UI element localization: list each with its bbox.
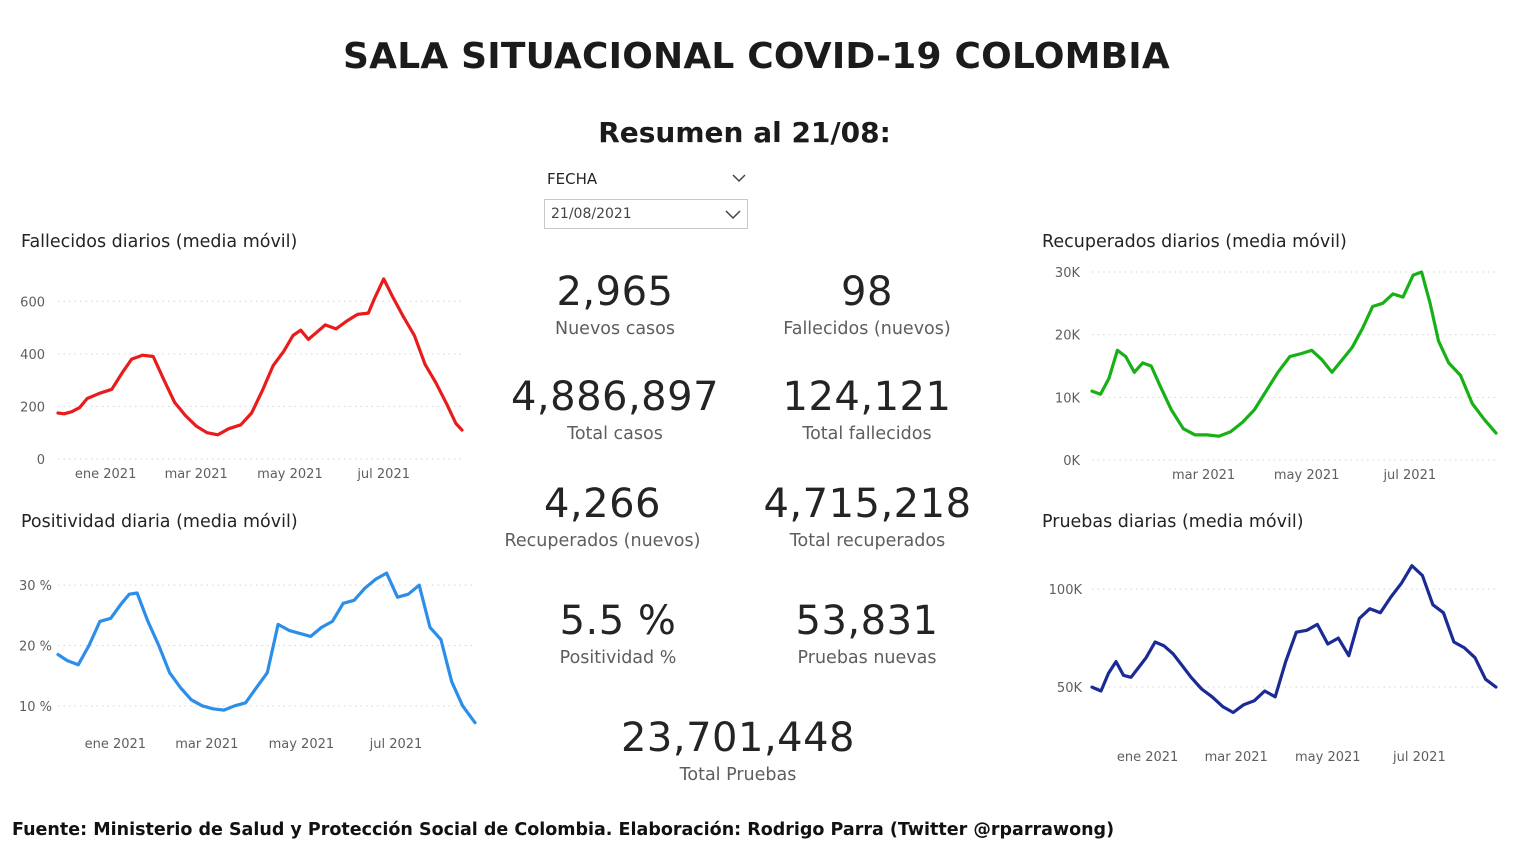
kpi-value: 23,701,448 [620,715,856,761]
y-tick-label: 600 [20,295,45,310]
kpi-value: 4,715,218 [763,481,972,527]
page-title: SALA SITUACIONAL COVID-19 COLOMBIA [343,36,1170,77]
kpi-recuperados-nuevos: 4,266 Recuperados (nuevos) [480,480,725,552]
kpi-total-recuperados: 4,715,218 Total recuperados [735,480,1000,552]
chart-recuperados[interactable]: 0K 10K 20K 30K mar 2021 may 2021 jul 2021 [1030,255,1513,490]
y-tick-label: 0 [37,453,45,468]
chart-title-pruebas: Pruebas diarias (media móvil) [1042,512,1304,532]
kpi-label: Total Pruebas [679,765,797,785]
kpi-fallecidos-nuevos: 98 Fallecidos (nuevos) [747,268,987,340]
x-tick-label: mar 2021 [165,467,228,482]
y-tick-label: 30K [1055,266,1081,281]
x-tick-label: may 2021 [257,467,323,482]
y-tick-label: 100K [1049,583,1083,598]
x-tick-label: ene 2021 [85,737,146,752]
series-line-positividad[interactable] [56,571,477,725]
date-slicer-dropdown[interactable]: 21/08/2021 [544,199,748,229]
series-line-recuperados[interactable] [1090,270,1498,438]
kpi-value: 5.5 % [559,598,677,644]
y-tick-label: 20 % [19,640,52,655]
y-tick-label: 0K [1063,454,1080,469]
kpi-value: 124,121 [782,374,952,420]
summary-subtitle: Resumen al 21/08: [0,116,1513,149]
kpi-label: Total casos [567,424,663,444]
summary-subtitle-text: Resumen al 21/08: [598,116,891,149]
x-tick-label: mar 2021 [1172,468,1235,483]
y-tick-label: 400 [20,348,45,363]
kpi-label: Fallecidos (nuevos) [783,319,951,339]
chart-title-recuperados: Recuperados diarios (media móvil) [1042,232,1347,252]
kpi-total-pruebas: 23,701,448 Total Pruebas [588,714,888,786]
chart-title-positividad: Positividad diaria (media móvil) [21,512,298,532]
kpi-pruebas-nuevas: 53,831 Pruebas nuevas [747,597,987,669]
kpi-label: Recuperados (nuevos) [504,531,701,551]
y-tick-label: 200 [20,400,45,415]
x-tick-label: jul 2021 [356,467,410,482]
kpi-label: Total recuperados [789,531,946,551]
kpi-value: 53,831 [795,598,939,644]
chevron-down-icon[interactable] [731,170,747,186]
x-tick-label: ene 2021 [75,467,136,482]
date-slicer-header[interactable]: FECHA [547,170,749,192]
chart-title-fallecidos: Fallecidos diarios (media móvil) [21,232,298,252]
x-tick-label: mar 2021 [175,737,238,752]
kpi-value: 4,886,897 [510,374,720,420]
kpi-label: Nuevos casos [555,319,675,339]
x-tick-label: jul 2021 [1382,468,1436,483]
kpi-total-casos: 4,886,897 Total casos [495,373,735,445]
y-tick-label: 30 % [19,579,52,594]
x-tick-label: may 2021 [1295,750,1361,765]
y-tick-label: 20K [1055,329,1081,344]
kpi-value: 2,965 [556,269,674,315]
x-tick-label: mar 2021 [1205,750,1268,765]
series-line-pruebas[interactable] [1090,564,1498,715]
x-tick-label: may 2021 [1274,468,1340,483]
y-tick-label: 10 % [19,700,52,715]
kpi-label: Total fallecidos [802,424,932,444]
y-tick-label: 50K [1057,681,1083,696]
kpi-total-fallecidos: 124,121 Total fallecidos [747,373,987,445]
date-slicer-value: 21/08/2021 [551,206,632,222]
kpi-value: 98 [841,269,893,315]
y-tick-label: 10K [1055,391,1081,406]
chart-positividad[interactable]: 10 % 20 % 30 % ene 2021 mar 2021 may 2021 jul … [0,540,480,755]
x-tick-label: jul 2021 [1392,750,1446,765]
date-slicer-label: FECHA [547,170,598,188]
kpi-nuevos-casos: 2,965 Nuevos casos [495,268,735,340]
kpi-positividad: 5.5 % Positividad % [498,597,738,669]
x-tick-label: jul 2021 [369,737,423,752]
chart-pruebas[interactable]: 50K 100K ene 2021 mar 2021 may 2021 jul 2021 [1030,540,1513,770]
x-tick-label: ene 2021 [1117,750,1178,765]
series-line-fallecidos[interactable] [56,277,464,437]
chart-fallecidos[interactable]: 0 200 400 600 ene 2021 mar 2021 may 2021 jul 20… [0,255,480,490]
kpi-label: Pruebas nuevas [797,648,937,668]
x-tick-label: may 2021 [269,737,335,752]
kpi-value: 4,266 [543,481,661,527]
source-footer: Fuente: Ministerio de Salud y Protección… [12,820,1115,840]
kpi-label: Positividad % [559,648,677,668]
chevron-down-icon[interactable] [723,204,743,224]
